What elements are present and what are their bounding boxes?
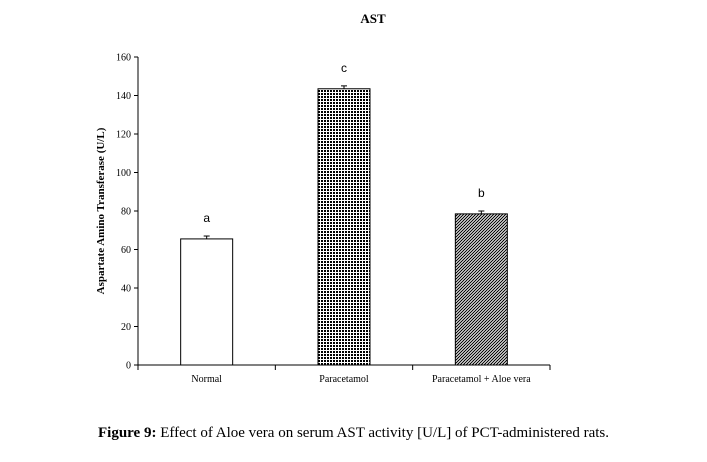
x-category-label: Normal: [191, 374, 222, 385]
y-tick-label: 20: [121, 322, 131, 333]
significance-label: a: [203, 211, 210, 225]
x-category-label: Paracetamol: [319, 374, 369, 385]
y-tick-label: 100: [116, 168, 131, 179]
y-tick-label: 120: [116, 130, 131, 141]
y-axis-label: Aspartate Amino Transferase (U/L): [95, 127, 107, 294]
chart-title: AST: [360, 11, 386, 26]
figure-caption-text: Effect of Aloe vera on serum AST activit…: [156, 425, 609, 441]
bar-1: [180, 238, 234, 366]
figure-label: Figure 9:: [97, 425, 157, 441]
bar-chart: AST Aspartate Amino Transferase (U/L) 0 2…: [95, 11, 551, 385]
y-tick-label: 40: [121, 284, 131, 295]
x-axis: Normal Paracetamol Paracetamol + Aloe vera: [137, 364, 551, 385]
figure-caption: Figure 9: Effect of Aloe vera on serum A…: [0, 425, 707, 442]
y-tick-label: 140: [116, 91, 131, 102]
x-category-label: Paracetamol + Aloe vera: [432, 374, 531, 385]
y-tick-label: 60: [121, 245, 131, 256]
significance-label: b: [478, 186, 485, 200]
y-tick-label: 0: [126, 361, 131, 372]
bar-2: [317, 88, 371, 366]
y-axis: 0 20 40 60 80 100 120 140 160: [116, 53, 139, 372]
significance-label: c: [341, 61, 347, 75]
y-tick-label: 80: [121, 207, 131, 218]
bar-series: a c b: [180, 61, 508, 366]
y-tick-label: 160: [116, 53, 131, 64]
bar-3: [454, 213, 508, 366]
